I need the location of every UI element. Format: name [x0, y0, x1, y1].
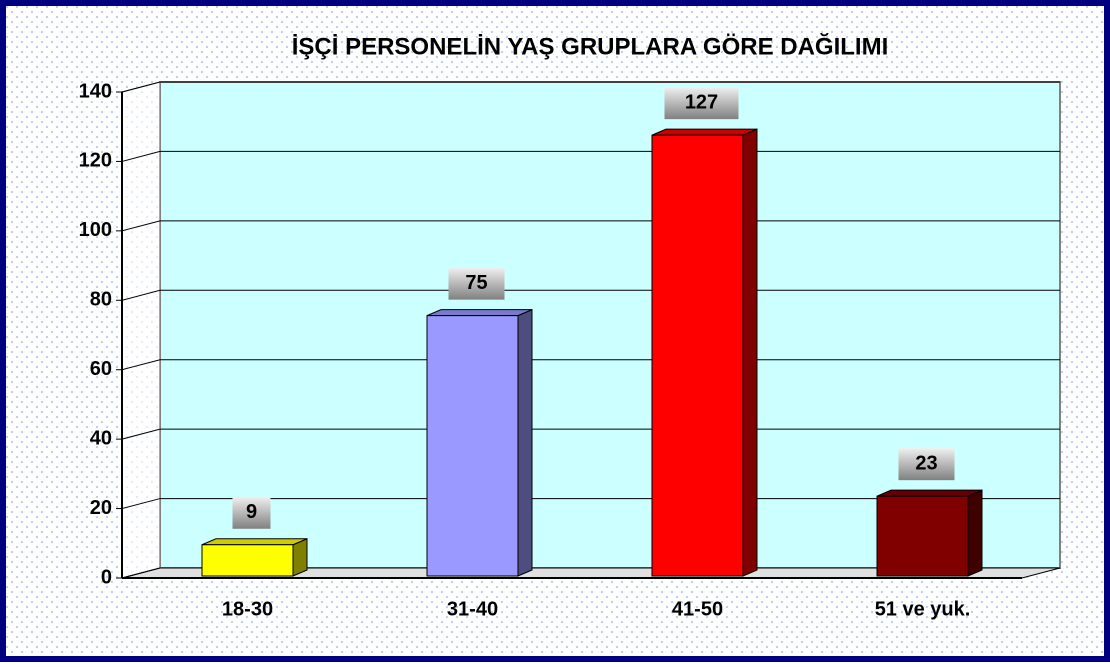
bar-top: [201, 538, 308, 546]
y-tick-label: 40: [90, 427, 112, 449]
value-label: 127: [685, 91, 718, 113]
value-label: 23: [915, 452, 937, 474]
bar: [876, 495, 969, 577]
value-label-box: [448, 267, 505, 300]
bar: [201, 544, 294, 577]
value-label-box: [232, 496, 271, 529]
bar-side: [742, 128, 758, 577]
y-tick-label: 140: [79, 80, 112, 102]
value-label-box: [664, 87, 739, 120]
grid-line: [121, 498, 1060, 510]
bar: [426, 315, 519, 577]
grid-line: [121, 81, 1060, 93]
y-tick-label: 120: [79, 150, 112, 172]
x-tick-label: 51 ve yuk.: [875, 598, 971, 620]
grid-line: [121, 359, 1060, 371]
bar-top: [426, 309, 533, 317]
grid-line: [121, 220, 1060, 232]
y-tick-label: 20: [90, 497, 112, 519]
bar: [651, 134, 744, 577]
value-label-box: [898, 448, 955, 481]
x-tick-label: 31-40: [447, 598, 498, 620]
bar-top: [651, 128, 758, 136]
y-tick-label: 60: [90, 358, 112, 380]
grid-line: [121, 428, 1060, 440]
bar-top: [876, 489, 983, 497]
chart-title: İŞÇİ PERSONELİN YAŞ GRUPLARA GÖRE DAĞILI…: [292, 32, 889, 60]
y-tick-label: 80: [90, 289, 112, 311]
x-tick-label: 41-50: [672, 598, 723, 620]
value-label: 9: [246, 501, 257, 523]
value-label: 75: [465, 272, 487, 294]
bar-side: [967, 489, 983, 577]
grid-line: [121, 150, 1060, 162]
bar-side: [517, 308, 533, 577]
grid-line: [121, 289, 1060, 301]
y-tick-label: 0: [101, 566, 112, 588]
grid-line: [121, 567, 1060, 579]
x-tick-label: 18-30: [222, 598, 273, 620]
y-tick-label: 100: [79, 219, 112, 241]
